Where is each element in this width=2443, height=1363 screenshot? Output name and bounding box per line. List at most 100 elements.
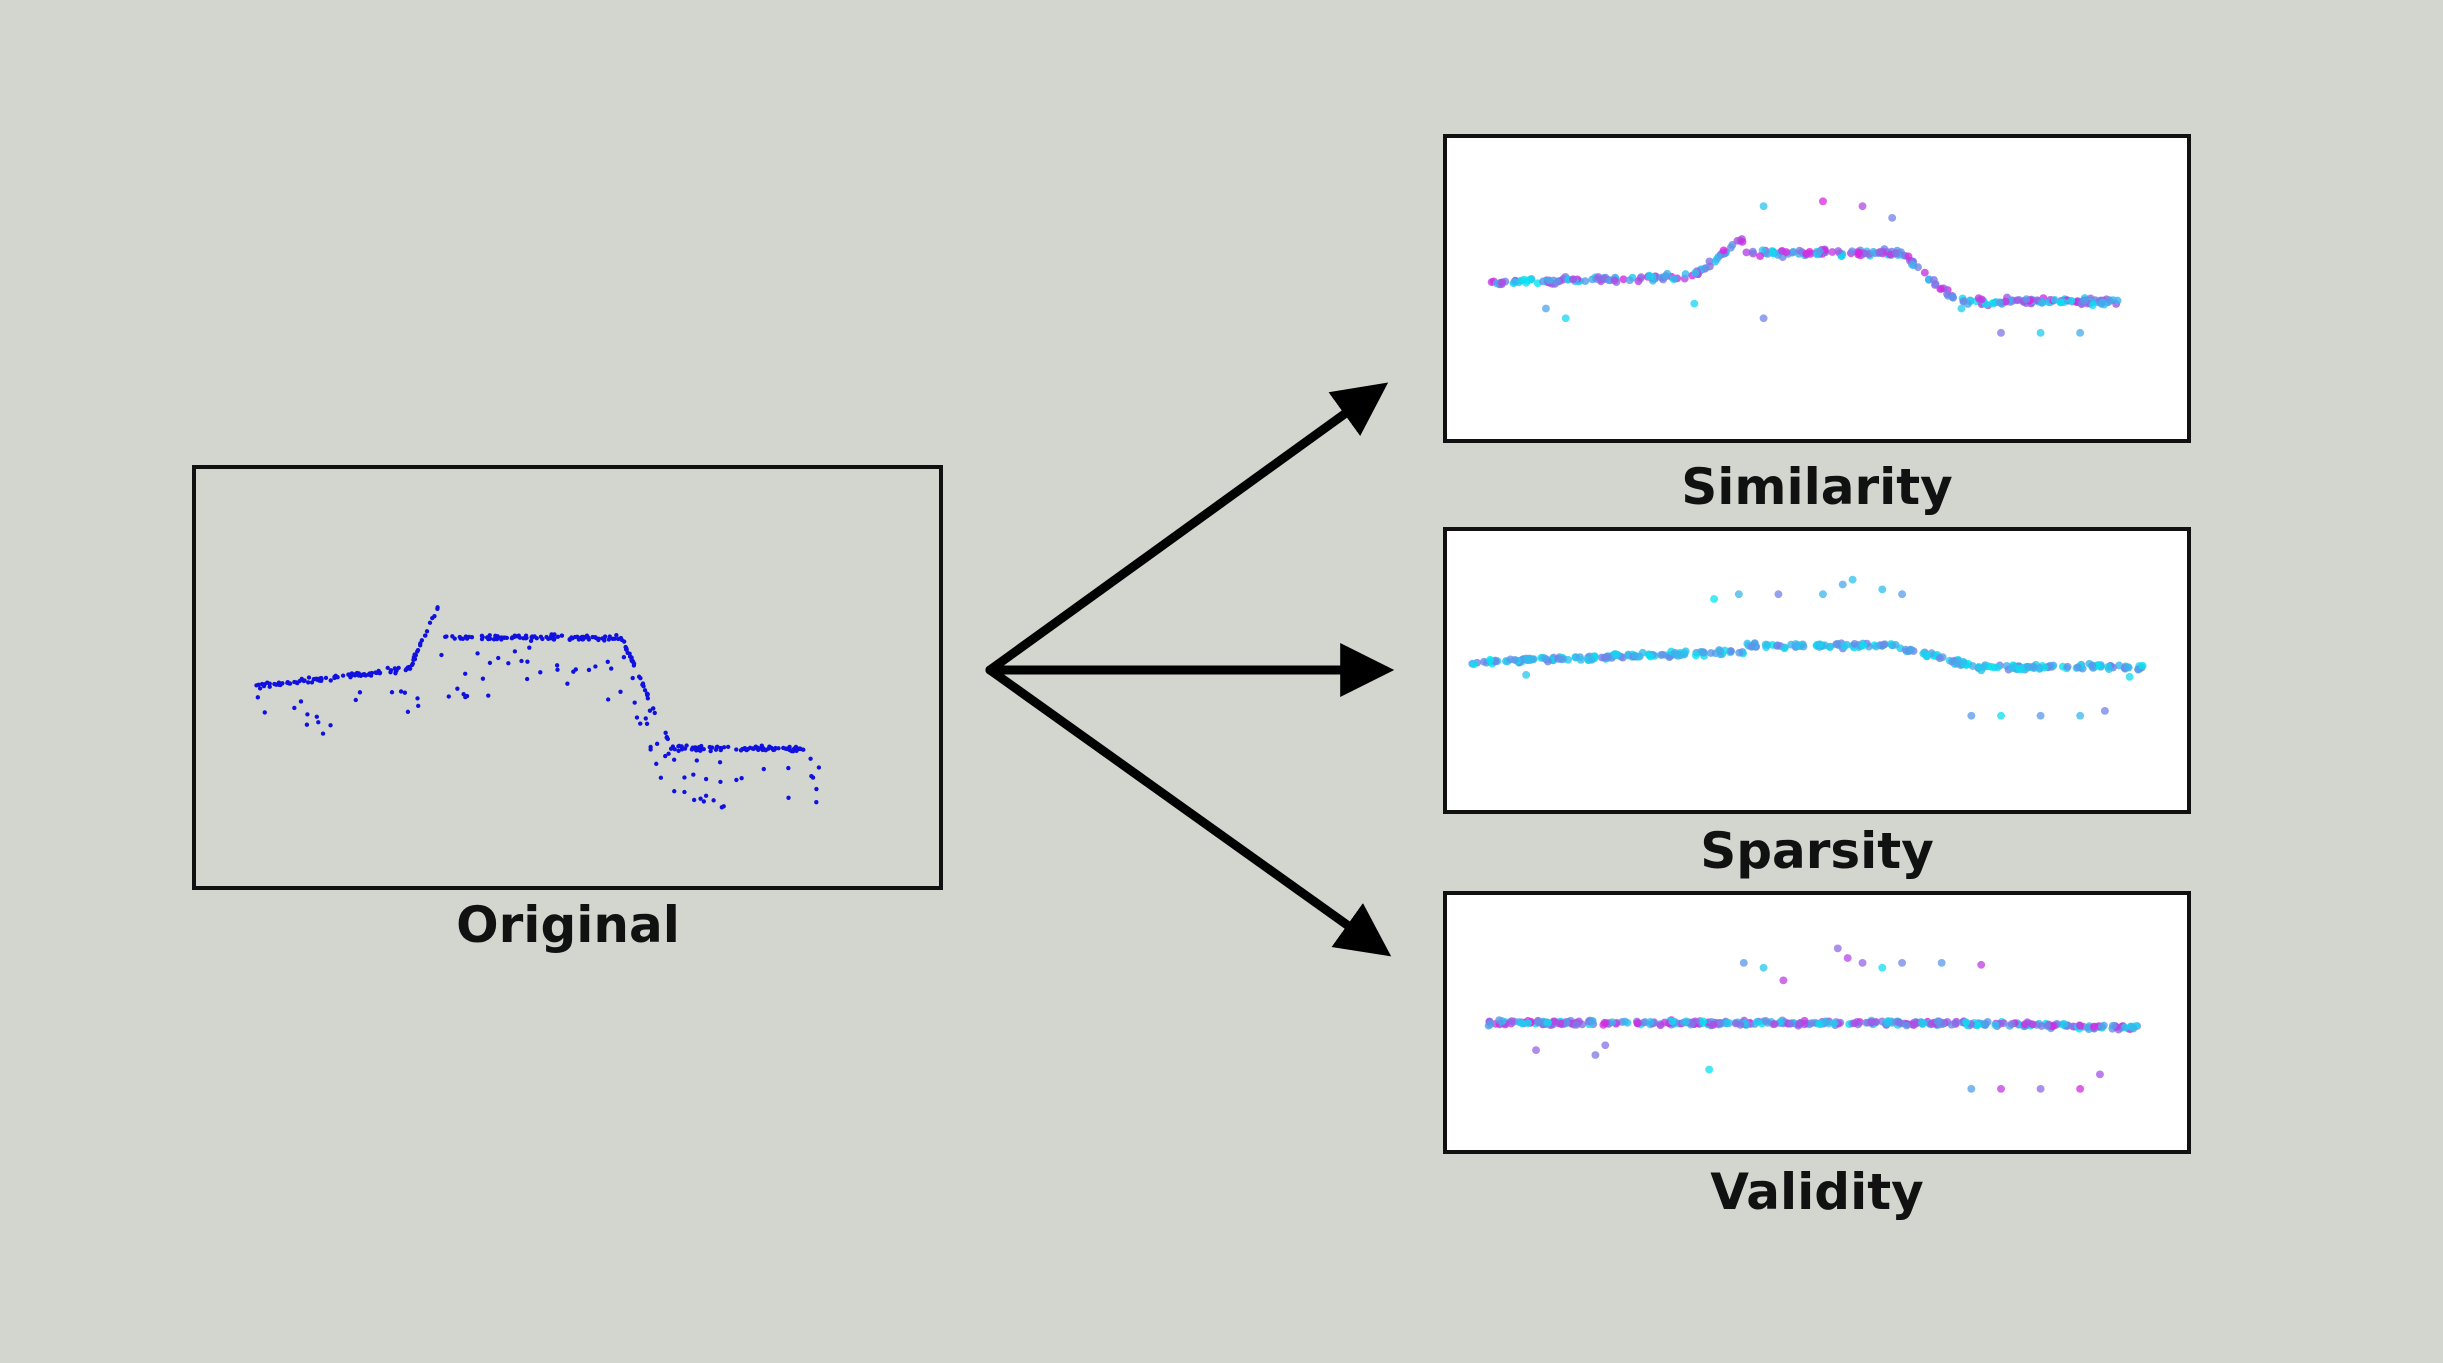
validity-point — [2090, 1022, 2098, 1031]
original-point — [682, 775, 687, 780]
original-point — [555, 634, 561, 639]
validity-point — [1967, 1085, 1976, 1093]
original-point — [528, 638, 534, 644]
sparsity-point — [1832, 640, 1841, 649]
sparsity-point — [2073, 663, 2082, 672]
similarity-point — [1818, 197, 1827, 206]
sparsity-point — [1780, 644, 1789, 653]
sparsity-point — [1691, 651, 1700, 660]
similarity-point — [1681, 270, 1690, 278]
original-point — [416, 703, 421, 709]
validity-point — [1682, 1017, 1691, 1026]
original-point — [766, 746, 771, 751]
original-point — [715, 744, 720, 749]
validity-point — [2076, 1021, 2085, 1030]
similarity-point — [2097, 299, 2106, 308]
original-point — [554, 663, 560, 668]
original-point — [602, 634, 608, 639]
original-point — [393, 671, 398, 676]
sparsity-point — [1762, 643, 1771, 652]
sparsity-point — [1673, 652, 1682, 660]
sparsity-point — [1919, 649, 1928, 658]
validity-point — [1800, 1020, 1809, 1029]
sparsity-point — [1935, 654, 1944, 663]
validity-point — [1918, 1018, 1927, 1027]
original-point — [292, 705, 297, 711]
original-point — [427, 620, 433, 625]
original-point — [740, 746, 745, 752]
original-point — [717, 760, 723, 765]
original-point — [486, 636, 491, 642]
sparsity-point — [1734, 590, 1743, 599]
validity-point — [1550, 1017, 1559, 1026]
validity-point — [1933, 1017, 1942, 1026]
sparsity-point-cloud — [1468, 575, 2147, 720]
similarity-point — [1886, 250, 1894, 259]
validity-point — [1983, 1017, 1992, 1026]
original-point — [761, 746, 766, 751]
validity-label: Validity — [1710, 1163, 1924, 1221]
original-point — [623, 644, 628, 650]
validity-point — [1830, 1019, 1839, 1028]
similarity-point — [1920, 268, 1929, 277]
original-point — [457, 634, 462, 640]
original-point — [304, 722, 310, 727]
original-point — [388, 670, 393, 675]
validity-point — [1761, 1016, 1770, 1025]
validity-point — [1878, 963, 1887, 972]
original-point — [332, 675, 337, 681]
original-point — [586, 637, 592, 642]
sparsity-point — [2035, 664, 2044, 673]
original-point — [297, 678, 302, 684]
original-point-cloud — [254, 605, 822, 810]
validity-point — [1705, 1065, 1714, 1074]
sparsity-point — [2036, 711, 2045, 720]
original-point — [689, 747, 695, 752]
original-point — [328, 678, 333, 683]
similarity-point — [1759, 202, 1768, 211]
sparsity-point — [2123, 663, 2132, 671]
similarity-point — [1726, 243, 1735, 252]
original-point — [261, 683, 267, 689]
validity-point — [1962, 1018, 1970, 1027]
similarity-point — [1610, 276, 1619, 285]
original-point — [523, 633, 529, 638]
validity-point — [1858, 958, 1867, 967]
similarity-point — [1908, 260, 1916, 269]
original-point — [648, 747, 653, 752]
validity-point — [1833, 944, 1842, 953]
original-point — [694, 758, 699, 763]
original-point — [323, 675, 329, 681]
original-point — [413, 652, 419, 658]
validity-point — [2097, 1022, 2106, 1031]
validity-point — [1977, 960, 1986, 969]
original-point — [411, 657, 416, 662]
original-point — [770, 746, 775, 752]
similarity-point — [1541, 304, 1550, 313]
original-point — [573, 667, 578, 672]
validity-point — [1556, 1019, 1565, 1028]
validity-point — [1821, 1018, 1830, 1026]
original-point — [708, 748, 713, 754]
validity-point — [1600, 1018, 1609, 1027]
similarity-point — [1834, 247, 1843, 255]
original-point — [725, 744, 731, 750]
similarity-point — [1957, 304, 1966, 313]
original-point — [596, 636, 601, 641]
similarity-point — [1625, 276, 1634, 285]
original-point — [415, 647, 421, 653]
sparsity-point — [1681, 647, 1690, 656]
original-point — [618, 689, 623, 694]
original-point — [306, 680, 311, 685]
original-point — [647, 708, 653, 713]
original-point — [698, 796, 703, 801]
original-point — [651, 706, 656, 711]
original-point — [654, 741, 660, 746]
validity-point — [2095, 1070, 2104, 1079]
sparsity-point — [1603, 652, 1612, 661]
original-point — [487, 660, 493, 666]
original-point — [809, 773, 814, 779]
original-point — [703, 776, 709, 782]
sparsity-point — [1510, 656, 1519, 664]
similarity-point — [1858, 202, 1867, 211]
